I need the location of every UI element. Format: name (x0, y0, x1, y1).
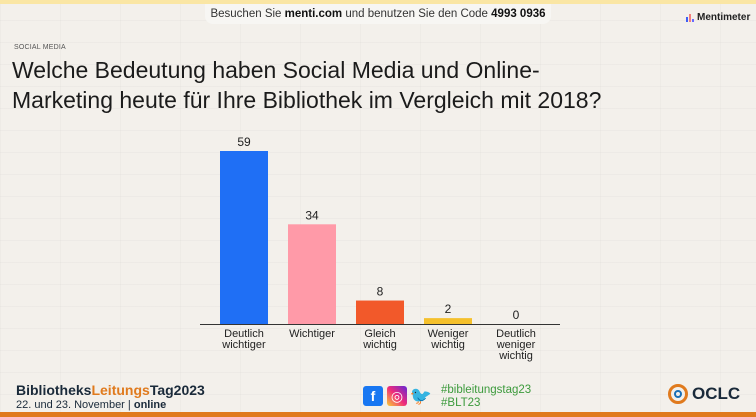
event-date: 22. und 23. November | online (16, 399, 167, 411)
bar-value-label-1: 59 (237, 135, 251, 149)
bar-chart: 59 Deutlich wichtiger 34 Wichtiger 8 Gleich wic… (200, 135, 560, 362)
bottom-accent-strip (0, 412, 756, 417)
bar-2 (288, 224, 336, 324)
bar-value-label-3: 8 (377, 285, 384, 299)
question-title: Welche Bedeutung haben Social Media und … (12, 57, 602, 113)
top-accent-strip (0, 0, 756, 4)
join-code-banner: Besuchen Sie menti.com und benutzen Sie … (205, 4, 551, 24)
oclc-icon (668, 384, 688, 404)
brand-part-1: Bibliotheks (16, 382, 92, 398)
slide-kicker: SOCIAL MEDIA (14, 44, 66, 51)
category-label-4: Weniger wichtig (428, 328, 469, 351)
social-icons: f ◎ 🐦 (363, 385, 433, 406)
category-label-1: Deutlich wichtiger (221, 328, 266, 351)
event-mode: online (133, 399, 167, 411)
bar-value-label-5: 0 (513, 308, 520, 322)
category-label-2: Wichtiger (289, 328, 335, 340)
menti-link[interactable]: menti.com (284, 8, 343, 20)
mentimeter-brand: Mentimeter (697, 12, 751, 23)
code-mid: und benutzen Sie den Code (345, 8, 488, 20)
voting-code: 4993 0936 (491, 8, 546, 20)
category-label-5: Deutlich weniger wichtig (496, 328, 536, 362)
bar-value-label-4: 2 (445, 302, 452, 316)
facebook-icon[interactable]: f (363, 386, 383, 406)
mentimeter-logo: Mentimeter (686, 12, 750, 23)
oclc-logo: OCLC (668, 384, 740, 404)
brand-part-2: Leitungs (91, 382, 150, 398)
hashtags: #bibleitungstag23 #BLT23 (441, 384, 531, 410)
hashtag-1: #bibleitungstag23 (441, 384, 532, 396)
event-date-text: 22. und 23. November (16, 399, 125, 411)
bar-1 (220, 151, 268, 324)
brand-part-3: Tag2023 (149, 382, 205, 398)
twitter-icon[interactable]: 🐦 (409, 385, 433, 406)
bar-value-label-2: 34 (305, 208, 319, 222)
mentimeter-icon (686, 13, 694, 22)
bar-3 (356, 300, 404, 324)
category-label-3: Gleich wichtig (362, 328, 397, 351)
hashtag-2: #BLT23 (441, 397, 481, 409)
oclc-text: OCLC (692, 384, 741, 403)
instagram-icon[interactable]: ◎ (387, 386, 407, 406)
event-brand: BibliotheksLeitungsTag2023 (16, 382, 205, 398)
bar-4 (424, 318, 472, 324)
code-prefix: Besuchen Sie (210, 8, 282, 20)
